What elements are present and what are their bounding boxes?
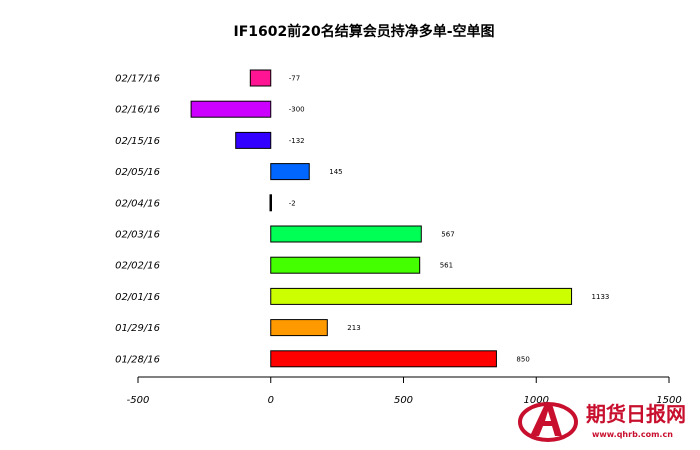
x-tick-label: 500 xyxy=(394,395,413,406)
category-label: 01/28/16 xyxy=(115,354,160,365)
bar-02/01/16 xyxy=(270,287,573,305)
bars-group: 02/17/16 -77 02/16/16 -300 02/15/16 -132 02/05… xyxy=(115,69,610,368)
bar-01/28/16 xyxy=(270,350,497,368)
value-label: 561 xyxy=(440,262,453,270)
bar-02/05/16 xyxy=(270,163,310,181)
watermark-text: 期货日报网 xyxy=(586,402,686,426)
bar-02/16/16 xyxy=(190,100,272,118)
category-label: 02/02/16 xyxy=(115,261,160,272)
watermark-url: www.qhrb.com.cn xyxy=(592,430,673,439)
value-label: -77 xyxy=(289,75,300,83)
x-tick-label: 0 xyxy=(268,395,274,406)
value-label: 567 xyxy=(441,231,454,239)
x-tick-label: 1000 xyxy=(524,395,549,406)
value-label: -132 xyxy=(289,137,305,145)
value-label: -2 xyxy=(289,199,296,207)
logo-letter-icon xyxy=(530,404,562,436)
value-label: -300 xyxy=(289,106,305,114)
x-tick-label: -500 xyxy=(127,395,150,406)
bar-02/17/16 xyxy=(249,69,272,87)
category-label: 02/16/16 xyxy=(115,105,160,116)
x-axis: -500 0 500 1000 1500 xyxy=(127,376,682,406)
value-label: 145 xyxy=(329,168,342,176)
category-label: 01/29/16 xyxy=(115,323,160,334)
value-label: 213 xyxy=(347,324,360,332)
category-label: 02/01/16 xyxy=(115,292,160,303)
category-label: 02/05/16 xyxy=(115,167,160,178)
category-label: 02/04/16 xyxy=(115,198,160,209)
value-label: 850 xyxy=(516,355,529,363)
x-tick-label: 1500 xyxy=(656,395,681,406)
bar-02/04/16 xyxy=(269,194,272,212)
bar-02/03/16 xyxy=(270,225,422,243)
bar-02/15/16 xyxy=(235,131,272,149)
bar-02/02/16 xyxy=(270,256,421,274)
value-label: 1133 xyxy=(592,293,610,301)
watermark-logo: 期货日报网 www.qhrb.com.cn xyxy=(518,402,686,442)
category-label: 02/17/16 xyxy=(115,74,160,85)
category-label: 02/03/16 xyxy=(115,230,160,241)
chart-title: IF1602前20名结算会员持净多单-空单图 xyxy=(233,23,494,40)
category-label: 02/15/16 xyxy=(115,136,160,147)
bar-01/29/16 xyxy=(270,319,328,337)
